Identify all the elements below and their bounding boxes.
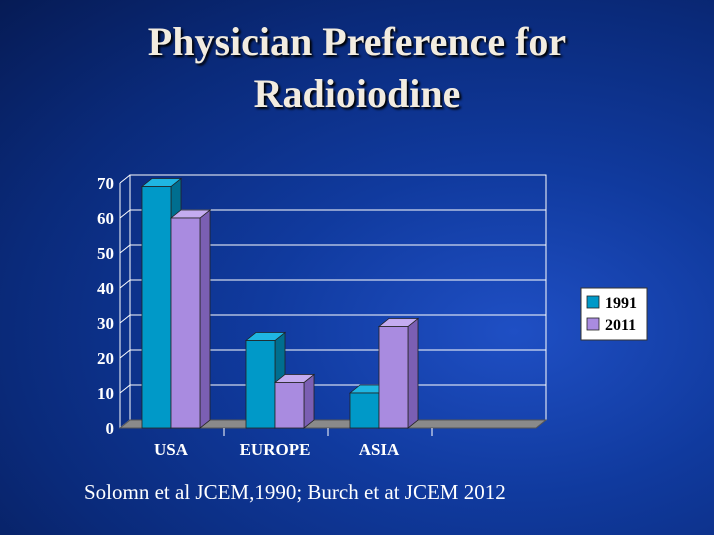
y-tick-label: 20	[97, 349, 114, 368]
bar-europe-1991	[245, 340, 276, 429]
side-wall-line	[119, 209, 131, 219]
bar-europe-2011	[274, 382, 305, 429]
side-wall-line	[119, 384, 131, 394]
side-wall-line	[119, 349, 131, 359]
legend-label: 2011	[605, 317, 636, 334]
y-tick-label: 50	[97, 244, 114, 263]
y-tick-label: 40	[97, 279, 114, 298]
slide-title-line-1: Physician Preference for	[147, 19, 567, 64]
bar-usa-1991	[141, 186, 172, 429]
bar-side	[303, 373, 315, 429]
citation: Solomn et al JCEM,1990; Burch et at JCEM…	[84, 480, 506, 504]
y-tick-label: 70	[97, 174, 114, 193]
y-tick-label: 60	[97, 209, 114, 228]
x-tick-label: ASIA	[359, 440, 400, 459]
side-wall-line	[119, 314, 131, 324]
slide-title-line-2: Radioiodine	[253, 71, 461, 116]
y-tick-label: 0	[106, 419, 115, 438]
side-wall-line	[119, 279, 131, 289]
x-tick-label: EUROPE	[240, 440, 311, 459]
side-wall-line	[119, 174, 131, 184]
bar-side	[407, 317, 419, 429]
x-tick-label: USA	[154, 440, 189, 459]
side-wall-line	[119, 244, 131, 254]
bar-usa-2011	[170, 217, 201, 429]
legend-label: 1991	[605, 295, 637, 312]
bar-asia-1991	[349, 392, 380, 429]
y-tick-label: 30	[97, 314, 114, 333]
legend-swatch	[586, 317, 600, 331]
bar-asia-2011	[378, 326, 409, 429]
legend-swatch	[586, 295, 600, 309]
y-tick-label: 10	[97, 384, 114, 403]
bar-side	[199, 209, 211, 429]
